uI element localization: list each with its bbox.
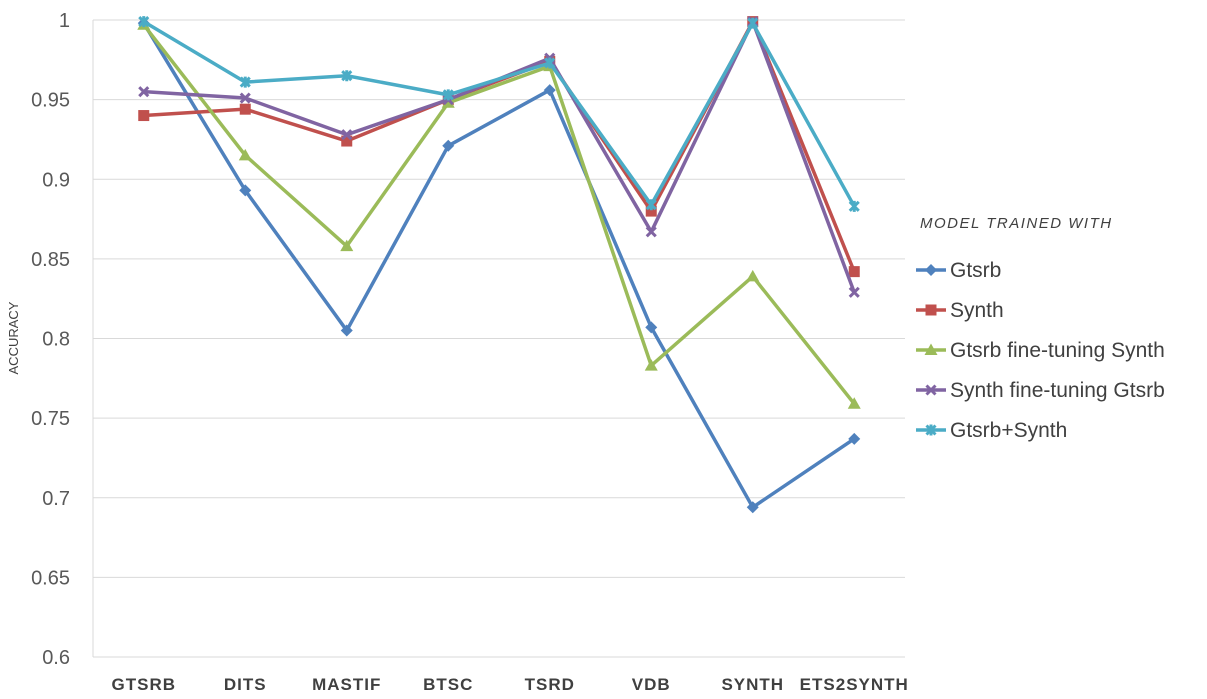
data-point	[340, 324, 353, 337]
y-axis-ticks: 0.6 0.65 0.7 0.75 0.8 0.85 0.9 0.95 1	[31, 10, 70, 669]
legend-item: Gtsrb	[916, 259, 1001, 282]
legend-title: MODEL TRAINED WITH	[920, 215, 1113, 232]
data-point	[341, 70, 353, 82]
y-tick-label: 0.9	[42, 169, 70, 191]
y-tick-label: 0.95	[31, 90, 70, 112]
data-point	[543, 84, 556, 97]
series-line	[143, 19, 856, 293]
data-point	[925, 424, 937, 436]
y-tick-label: 0.75	[31, 408, 70, 430]
data-point	[442, 139, 455, 152]
legend-item: Gtsrb fine-tuning Synth	[916, 339, 1165, 362]
data-point	[138, 16, 150, 28]
data-point	[645, 205, 657, 217]
y-tick-label: 0.8	[42, 329, 70, 351]
data-point	[645, 226, 657, 238]
data-point	[848, 286, 860, 298]
y-tick-label: 0.7	[42, 488, 70, 510]
data-point	[645, 321, 658, 334]
legend-label: Synth	[950, 299, 1004, 322]
data-point	[925, 304, 937, 316]
data-point	[644, 359, 658, 371]
legend-item: Synth fine-tuning Gtsrb	[916, 379, 1165, 402]
series-line	[143, 19, 856, 273]
data-point	[645, 199, 657, 211]
data-point	[239, 76, 251, 88]
series-gtsrb-synth	[138, 16, 860, 212]
data-point	[239, 92, 251, 104]
data-point	[848, 200, 860, 212]
legend-label: Gtsrb+Synth	[950, 419, 1067, 442]
series-line	[142, 22, 856, 510]
legend-label: Synth fine-tuning Gtsrb	[950, 379, 1165, 402]
legend-item: Gtsrb+Synth	[916, 419, 1067, 442]
legend: MODEL TRAINED WITH Gtsrb Synth Gtsrb fine-…	[916, 215, 1165, 442]
data-point	[746, 269, 760, 282]
x-tick-label: BTSC	[423, 675, 473, 694]
data-point	[341, 135, 353, 147]
data-point	[924, 343, 938, 355]
legend-label: Gtsrb fine-tuning Synth	[950, 339, 1165, 362]
data-point	[925, 384, 937, 396]
legend-label: Gtsrb	[950, 259, 1001, 282]
x-tick-label: VDB	[632, 675, 671, 694]
x-axis-ticks: GTSRB DITS MASTIF BTSC TSRD VDB SYNTH ETS2SYNTH	[112, 675, 909, 694]
data-point	[925, 264, 937, 276]
x-tick-label: DITS	[224, 675, 267, 694]
data-point	[544, 57, 556, 69]
data-point	[848, 432, 861, 445]
data-point	[238, 148, 252, 161]
series-gtsrb	[137, 17, 861, 514]
data-point	[239, 103, 251, 115]
x-tick-label: MASTIF	[312, 675, 381, 694]
y-tick-label: 1	[59, 10, 70, 32]
data-point	[747, 17, 759, 29]
y-tick-label: 0.85	[31, 249, 70, 271]
data-point	[239, 184, 252, 197]
x-tick-label: SYNTH	[721, 675, 784, 694]
data-point	[340, 239, 354, 252]
series-synth	[138, 16, 860, 278]
y-tick-label: 0.6	[42, 647, 70, 669]
y-axis-label: ACCURACY	[6, 301, 21, 374]
data-point	[746, 501, 759, 514]
x-tick-label: ETS2SYNTH	[800, 675, 909, 694]
data-point	[847, 397, 861, 409]
data-point	[848, 266, 860, 278]
series-group	[137, 16, 861, 514]
data-point	[138, 86, 150, 98]
y-tick-label: 0.65	[31, 567, 70, 589]
gridlines	[92, 19, 905, 658]
x-tick-label: GTSRB	[112, 675, 177, 694]
x-tick-label: TSRD	[525, 675, 575, 694]
data-point	[442, 89, 454, 101]
series-line	[142, 20, 856, 208]
series-line	[142, 23, 856, 405]
data-point	[138, 110, 150, 122]
data-point	[341, 129, 353, 141]
legend-item: Synth	[916, 299, 1004, 322]
